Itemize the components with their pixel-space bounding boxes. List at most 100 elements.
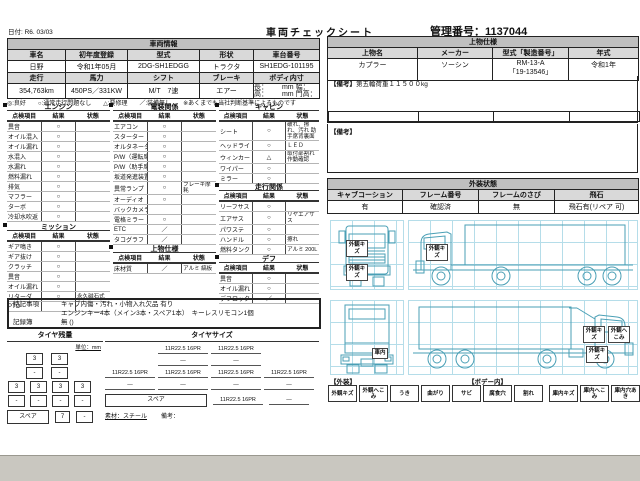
tire-size-cell: 11R22.5 16PR (158, 369, 208, 378)
item-label: 燃料タンク (219, 244, 253, 255)
section-flag-icon (215, 183, 219, 187)
legend-body-group: 庫内キズ庫内へこみ庫内穴あき床汚れ (549, 385, 640, 402)
vehicle-value-row-1: 日野 令和1年05月 2DG-SH1EDGG トラクタ SH1EDG-101195 (7, 60, 321, 73)
result-mark: ○ (146, 214, 183, 225)
dim-door-label: 門高： (295, 91, 317, 98)
item-label: 異音 (7, 271, 42, 282)
notes-line-2: エンジンキー4本（メイン3本・スペア1本） キーレスリモコン1個 (61, 310, 254, 317)
state-text: ブレーキ摩耗 (181, 181, 216, 195)
year-value: 令和1年 (568, 58, 639, 81)
inspection-row: 異音 ○ (7, 121, 110, 132)
state-text: アルミ 縞板 (181, 263, 216, 274)
notes-title: 特記事項 (13, 301, 39, 308)
result-mark: ○ (146, 131, 183, 142)
remark-label: 【備考】 (330, 81, 356, 88)
body-spec-header-cell: メーカー (417, 47, 493, 59)
annotation-hekomi: 外観へこみ (608, 326, 630, 343)
engine-table: 点検項目 結果 状態 異音 ○ オイル混入 ○ オイル漏れ ○ 水混入 ○ 水漏れ … (7, 110, 110, 222)
item-label: リーフサス (219, 201, 253, 212)
item-label: 電格ミラー (113, 214, 148, 225)
result-mark: ○ (251, 163, 287, 174)
vehicle-header-cell: 馬力 (65, 72, 128, 84)
state-text (75, 131, 110, 142)
item-label: シート (219, 121, 253, 141)
tire-material-row: 素材：スチール 備考： (105, 411, 319, 420)
result-mark: ○ (146, 121, 183, 132)
state-text: アルミ 200L (285, 244, 319, 255)
result-mark: ○ (146, 151, 183, 162)
vehicle-value-cell: SH1EDG-101195 (252, 60, 321, 73)
legend-exterior-group: 外観キズ 外観へこみ うき 曲がり サビ 腐食穴 割れ (328, 385, 543, 402)
inspection-row: パワステ ○ (219, 224, 319, 235)
inspection-row: 水漏れ ○ (7, 161, 110, 172)
result-mark: ／ (146, 224, 183, 235)
vehicle-value-cell: 令和1年05月 (65, 60, 128, 73)
state-text (181, 234, 216, 245)
body-spec-header-cell: 型式「製造番号」 (492, 47, 569, 59)
exterior-value-cell: 有 (327, 200, 403, 214)
item-label: ミラー (219, 173, 253, 184)
result-mark: ○ (40, 121, 77, 132)
inspection-row: オイル漏れ ○ (7, 141, 110, 152)
dim-mm: mm (281, 84, 294, 92)
item-label: オイル漏れ (7, 141, 42, 152)
vehicle-header-row-1: 車名 初年度登録 型式 形状 車台番号 (7, 49, 321, 61)
state-text: 永久磁石式 (75, 291, 110, 302)
state-text: 取付部割れ 作動確認 (285, 150, 319, 164)
inspection-row: 燃料漏れ ○ (7, 171, 110, 182)
page-title: 車両チェックシート (266, 28, 374, 39)
inspection-row: 水混入 ○ (7, 151, 110, 162)
col-state: 状態 (181, 252, 216, 264)
exterior-value-cell: 飛石有(リペア 可) (554, 200, 639, 214)
diff-section-head: デフ (215, 254, 319, 263)
inspection-row: ギア抜け ○ (7, 251, 110, 262)
exterior-header-cell: フレーム番号 (402, 189, 479, 201)
state-text (75, 171, 110, 182)
result-mark: ○ (251, 211, 287, 225)
vehicle-header-row-2: 走行 馬力 シフト ブレーキ ボディ内寸 (7, 72, 321, 84)
remark-1-text: 【備考】第五輪荷重１１５００kg (330, 78, 428, 88)
state-text (75, 301, 110, 312)
vehicle-header-cell: 走行 (7, 72, 66, 84)
tire-size-row: 11R22.5 16PR 11R22.5 16PR 11R22.5 16PR 11R2… (105, 369, 319, 378)
tire-size-cell: 11R22.5 16PR (211, 369, 261, 378)
section-flag-icon (215, 103, 219, 107)
col-state: 状態 (285, 110, 319, 122)
state-text (181, 161, 216, 172)
inspection-row: PTO (7, 301, 110, 312)
vehicle-value-cell: 日野 (7, 60, 66, 73)
result-mark: ○ (40, 131, 77, 142)
exterior-state-table: 外装状態 キャブコーション フレーム番号 フレームのさび 飛石 有確認済無飛石有(リペ… (327, 178, 639, 214)
result-mark: ○ (40, 151, 77, 162)
mileage-value: 354,763km (7, 83, 66, 99)
empty-cell (493, 111, 570, 122)
remark-2-text: 【備考】 (330, 126, 356, 136)
col-item: 点検項目 (7, 230, 42, 242)
vehicle-value-cell: トラクタ (199, 60, 254, 73)
state-text (181, 214, 216, 225)
spare-size-cell: 11R22.5 16PR (213, 396, 263, 405)
state-text (75, 161, 110, 172)
dim-width-label: 幅： (295, 84, 310, 92)
spare-depth-box: 7 (55, 411, 70, 423)
item-label: タコグラフ (113, 234, 148, 245)
tire-depth-box: - (30, 395, 47, 407)
body-spec-header: 上物仕様 (327, 36, 639, 48)
result-mark: ○ (40, 241, 77, 252)
item-label: ETC (113, 224, 148, 235)
spare-depth-box: - (76, 411, 93, 423)
state-text: ＬＥＤ (285, 140, 319, 151)
annotation-kizu: 外観キズ (583, 326, 605, 343)
item-label: ギア鳴き (7, 241, 42, 252)
inspection-row: 坂道発進装置 ○ (113, 171, 216, 182)
state-text (285, 273, 319, 284)
fitting-table: 点検項目 結果 状態 床材質 ／ アルミ 縞板 (113, 252, 216, 274)
tire-size-row: — — — — (105, 381, 319, 390)
body-spec-header-row: 上物名 メーカー 型式「製造番号」 年式 (327, 47, 639, 59)
body-spec-value-row: カプラー ソーシン RM-13-A 「19-13546」 令和1年 (327, 58, 639, 81)
col-result: 結果 (41, 110, 76, 122)
inspection-row: ETC ／ (113, 224, 216, 235)
result-legend-line: ◎:良好 ○:通常走行問題なし △:要修理 ／:装備無し ※あくまでも当社判断基… (7, 101, 296, 107)
engine-title: エンジン (44, 104, 73, 111)
